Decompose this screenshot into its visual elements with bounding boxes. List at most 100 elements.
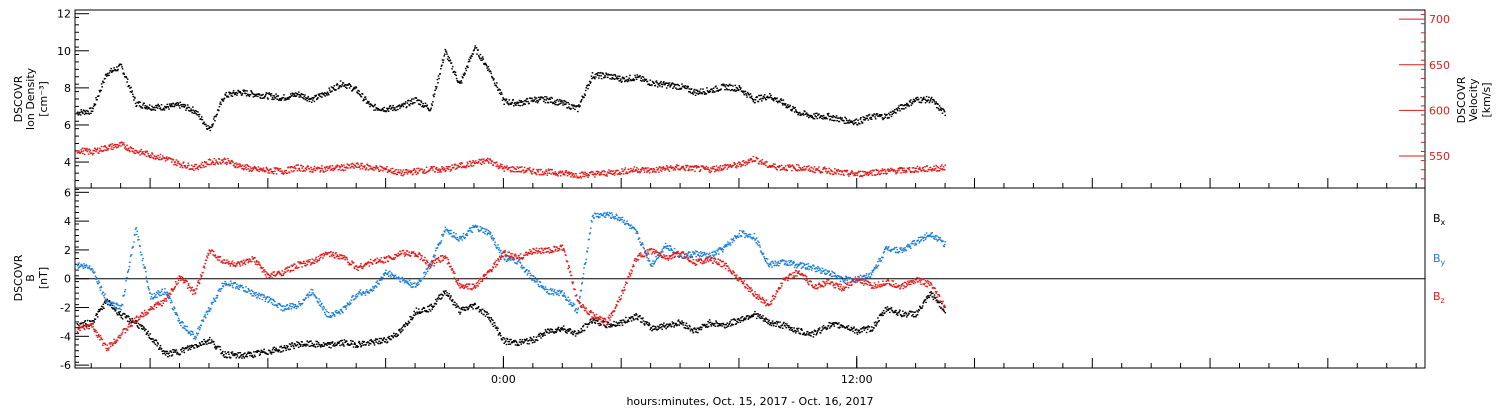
data-point-top-1 — [729, 164, 731, 166]
data-point-top-1 — [864, 170, 866, 173]
data-point-bottom-0 — [740, 317, 742, 319]
data-point-top-1 — [519, 166, 522, 168]
data-point-top-0 — [701, 92, 703, 94]
data-point-top-1 — [582, 175, 584, 178]
data-point-bottom-0 — [224, 351, 226, 353]
data-point-bottom-0 — [651, 330, 653, 332]
data-point-top-1 — [817, 169, 820, 172]
velocity-tick-label: 600 — [1429, 104, 1450, 117]
data-point-bottom-0 — [129, 318, 131, 320]
data-point-top-0 — [692, 93, 695, 95]
data-point-top-1 — [656, 169, 659, 171]
data-point-top-0 — [78, 113, 80, 115]
data-point-bottom-0 — [706, 323, 708, 326]
data-point-top-0 — [489, 70, 492, 73]
data-point-bottom-0 — [554, 330, 556, 333]
data-point-top-1 — [567, 172, 569, 175]
data-point-bottom-0 — [530, 337, 532, 339]
data-point-bottom-0 — [131, 317, 133, 320]
data-point-top-1 — [739, 162, 742, 164]
data-point-top-1 — [329, 165, 332, 167]
data-point-top-0 — [162, 108, 165, 110]
data-point-top-1 — [250, 167, 252, 170]
data-point-top-1 — [372, 166, 375, 168]
data-point-bottom-0 — [718, 323, 721, 325]
data-point-bottom-0 — [376, 338, 379, 340]
data-point-top-0 — [813, 118, 816, 120]
data-point-bottom-0 — [735, 323, 737, 325]
data-point-top-0 — [512, 99, 515, 101]
data-point-top-0 — [250, 91, 253, 93]
data-point-top-1 — [747, 159, 750, 161]
data-point-top-1 — [353, 167, 355, 169]
data-point-top-1 — [233, 162, 236, 165]
data-point-bottom-0 — [230, 351, 233, 354]
data-point-bottom-0 — [293, 343, 296, 345]
data-point-top-1 — [543, 172, 546, 174]
data-point-bottom-0 — [710, 323, 712, 326]
data-point-top-0 — [870, 116, 872, 119]
data-point-top-1 — [423, 169, 426, 171]
data-point-top-1 — [685, 166, 688, 168]
data-point-bottom-0 — [643, 323, 645, 325]
data-point-bottom-0 — [480, 310, 482, 312]
data-point-top-0 — [267, 98, 269, 100]
data-point-top-0 — [845, 117, 847, 120]
data-point-bottom-0 — [455, 306, 457, 309]
data-point-bottom-0 — [241, 354, 244, 356]
data-point-bottom-0 — [827, 325, 830, 327]
data-point-top-1 — [541, 174, 543, 176]
data-point-top-0 — [415, 97, 418, 99]
data-point-top-1 — [78, 151, 81, 154]
data-point-top-0 — [938, 109, 940, 111]
data-point-top-0 — [833, 115, 836, 118]
data-point-top-1 — [716, 169, 719, 171]
data-point-bottom-0 — [777, 321, 780, 323]
data-point-top-0 — [562, 102, 565, 104]
data-point-bottom-0 — [693, 327, 696, 329]
data-point-top-0 — [185, 109, 187, 111]
data-point-top-1 — [377, 168, 380, 171]
data-point-top-0 — [272, 95, 274, 97]
data-point-top-1 — [657, 168, 659, 170]
data-point-top-0 — [537, 96, 540, 99]
data-point-top-1 — [782, 168, 784, 170]
data-point-top-0 — [463, 74, 465, 77]
data-point-top-0 — [404, 103, 406, 105]
data-point-top-1 — [320, 170, 322, 172]
data-point-top-0 — [536, 102, 539, 104]
data-point-bottom-0 — [489, 321, 492, 323]
data-point-top-1 — [893, 169, 896, 171]
data-point-top-1 — [192, 168, 194, 170]
data-point-top-1 — [911, 167, 914, 169]
data-point-top-1 — [259, 169, 261, 171]
data-point-top-0 — [725, 84, 727, 86]
data-point-top-0 — [146, 105, 148, 107]
data-point-top-0 — [853, 120, 855, 122]
data-point-bottom-0 — [749, 317, 751, 319]
data-point-bottom-0 — [121, 314, 123, 316]
data-point-top-1 — [99, 147, 101, 150]
data-point-top-1 — [457, 165, 460, 167]
data-point-top-0 — [724, 89, 726, 91]
data-point-top-1 — [803, 165, 806, 168]
data-point-top-1 — [460, 166, 463, 169]
data-point-top-1 — [895, 173, 897, 175]
data-point-top-1 — [637, 168, 640, 170]
data-point-bottom-0 — [506, 337, 508, 340]
data-point-bottom-0 — [292, 344, 294, 346]
top-x-axis — [90, 178, 1417, 188]
data-point-bottom-0 — [767, 323, 769, 325]
data-point-top-1 — [316, 168, 319, 170]
data-point-top-0 — [129, 91, 132, 93]
data-point-top-1 — [202, 164, 205, 166]
data-point-top-0 — [698, 92, 700, 95]
data-point-bottom-0 — [678, 324, 680, 326]
data-point-top-0 — [427, 108, 430, 110]
data-point-top-0 — [333, 85, 336, 87]
data-point-top-1 — [742, 160, 745, 162]
data-point-top-0 — [304, 94, 306, 96]
data-point-top-0 — [472, 53, 474, 55]
data-point-bottom-0 — [306, 340, 308, 342]
data-point-bottom-1 — [150, 298, 152, 300]
